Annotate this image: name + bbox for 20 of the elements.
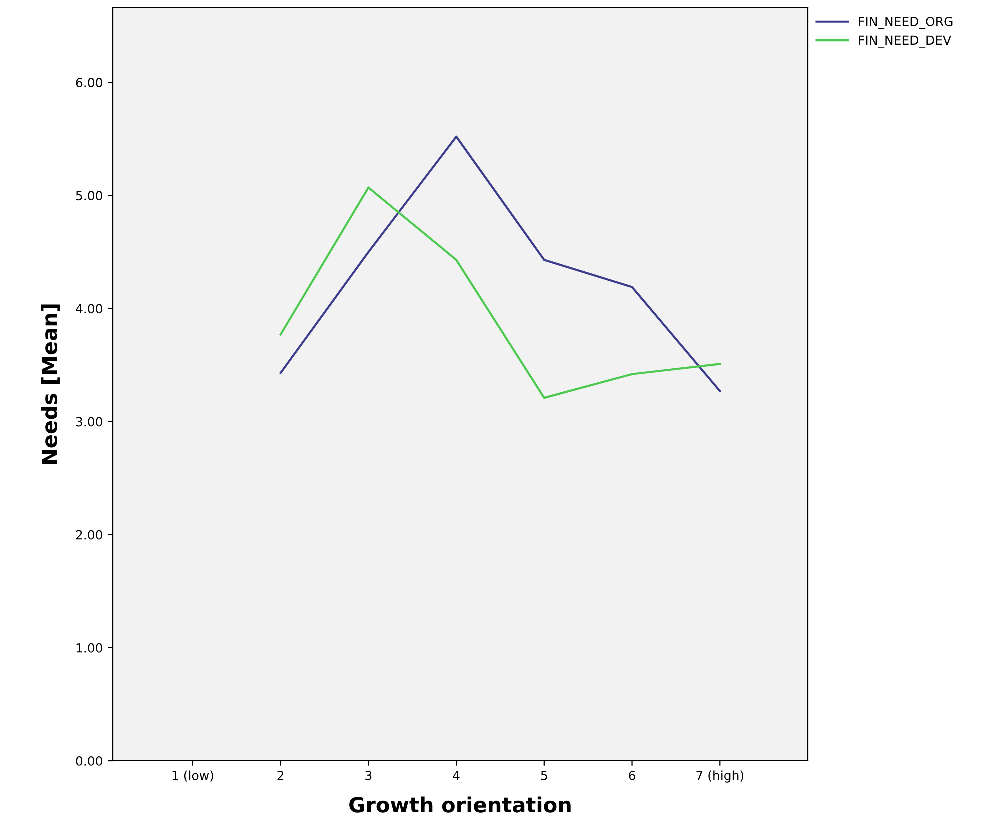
- x-tick-label: 4: [453, 771, 460, 780]
- y-axis-title: Needs [Mean]: [41, 304, 60, 464]
- y-tick-label: 2.00: [76, 530, 102, 540]
- y-tick-label: 0.00: [76, 756, 102, 766]
- line-series: [280, 136, 722, 392]
- x-axis-title: Growth orientation: [350, 796, 571, 813]
- y-tick-label: 4.00: [76, 304, 102, 314]
- y-tick-label: 5.00: [76, 191, 102, 201]
- y-tick-label: 6.00: [76, 78, 102, 88]
- x-tick-label: 6: [629, 770, 636, 780]
- x-tick-label: 7 (high): [696, 770, 744, 783]
- x-tick-label: 2: [278, 770, 284, 780]
- x-tick-label: 3: [366, 770, 372, 780]
- legend-label: FIN_NEED_ORG: [859, 16, 953, 30]
- x-tick-label: 1 (low): [172, 770, 214, 782]
- legend-label: FIN_NEED_DEV: [859, 36, 952, 48]
- x-tick-label: 5: [541, 771, 548, 780]
- y-tick-label: 1.00: [76, 643, 102, 653]
- line-series: [280, 186, 722, 400]
- y-tick-label: 3.00: [76, 417, 102, 427]
